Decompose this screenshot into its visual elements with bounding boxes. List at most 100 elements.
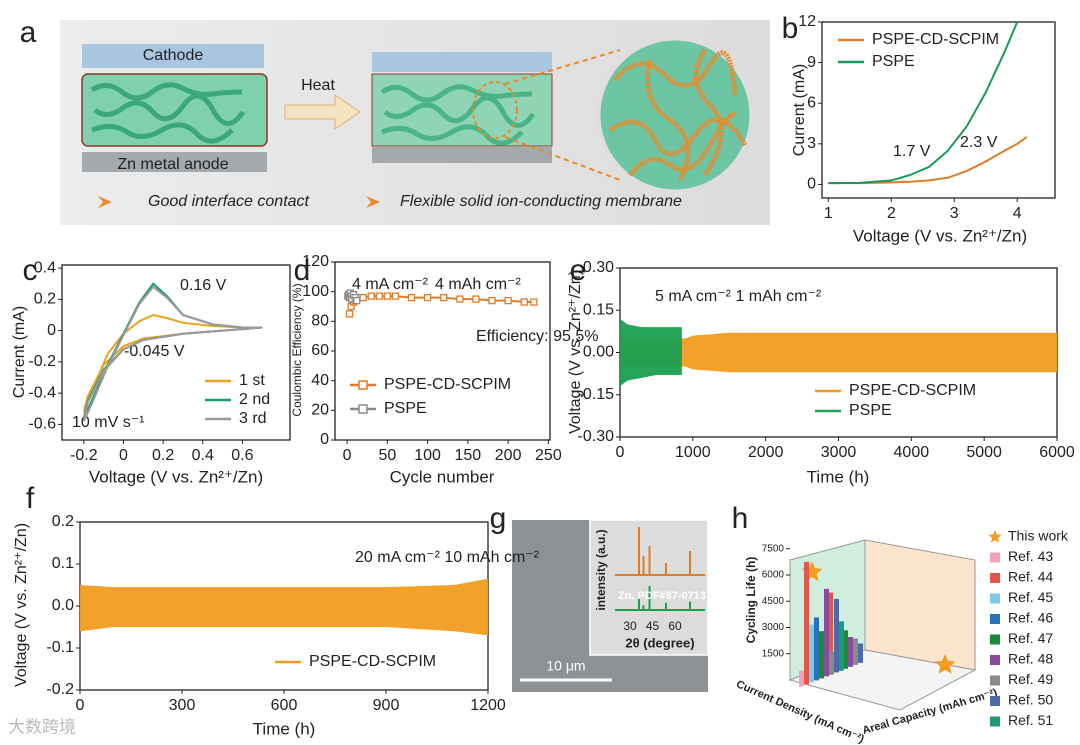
y-axis-label: Voltage (V vs. Zn²⁺/Zn) [567,270,584,434]
marker [353,296,361,305]
y-tick-label: 0.15 [583,301,614,318]
plot-frame [61,264,291,441]
y-axis-label: Current (mA) [791,64,808,156]
y-tick-label: 3 [807,135,816,152]
y-tick-label: 1500 [762,648,785,659]
marker [391,292,400,300]
legend-swatch [990,675,1000,686]
x-tick-label: 250 [535,447,562,464]
legend-label: Ref. 47 [1008,630,1053,646]
y-tick-label: 0 [47,322,56,339]
anode-label: Zn metal anode [117,156,228,173]
bar [814,617,819,681]
y-tick-label: 0.2 [34,291,56,308]
voltage-band [80,578,488,636]
zoom-line [504,136,621,181]
bar [809,624,814,683]
y-tick-label: 0 [320,431,329,448]
y-tick-label: 0.0 [52,597,74,614]
x-tick-label: 3 [950,205,959,222]
zoom-line [504,49,621,85]
legend-label: Ref. 50 [1008,692,1053,708]
x-tick-label: -0.2 [70,447,98,464]
y-tick-label: 100 [302,283,329,300]
y-tick-label: 40 [311,372,329,389]
panel-letter: c [23,254,38,287]
voltage-band [620,318,682,387]
membrane-texture [380,84,536,146]
membrane-texture [90,82,246,144]
x-axis-label: Cycle number [390,467,495,486]
annotation: 4 mA cm⁻² [352,276,429,293]
y-tick-label: 3000 [762,622,785,633]
legend-label: PSPE-CD-SCPIM [309,653,436,670]
y-tick-label: -0.30 [578,428,615,445]
bar [843,630,848,669]
x-tick-label: 2 [887,205,896,222]
legend-label: Ref. 44 [1008,569,1053,585]
legend-label: PSPE [384,400,427,417]
heat-arrow [284,94,361,130]
legend-swatch [990,552,1000,563]
panel-letter: a [20,16,37,49]
voltage-band [620,332,1057,373]
annotation: 20 mA cm⁻² 10 mAh cm⁻² [355,549,540,566]
marker [440,293,448,302]
x-axis-label: Voltage (V vs. Zn²⁺/Zn) [853,226,1027,245]
y-tick-label: -0.15 [578,386,615,403]
y-tick-label: 0.2 [52,513,74,530]
x-tick-label: 0 [119,447,128,464]
x-tick-label: 4 [1013,205,1022,222]
panel-letter: d [294,254,311,287]
star-mark [934,653,956,674]
legend-label: PSPE [849,402,892,419]
marker [520,298,528,306]
wall [864,539,976,671]
bar [828,592,833,675]
y-tick-label: 0.1 [52,555,74,572]
y-tick-label: -0.2 [46,681,74,698]
cathode-layer [82,44,264,68]
legend-label: Ref. 43 [1008,548,1053,564]
legend-label: Ref. 46 [1008,610,1053,626]
bar [853,638,858,665]
marker [407,293,416,302]
x-tick-label: 600 [271,697,298,714]
x-tick-label: 6000 [1039,444,1075,461]
y-axis-label: Voltage (V vs. Zn²⁺/Zn) [13,523,30,687]
x-tick-label: 60 [668,619,682,633]
bar [829,651,834,675]
x-axis-label: Time (h) [807,467,870,486]
marker [367,292,375,300]
legend-swatch [990,716,1000,727]
bar [839,621,844,671]
y-axis-label: intensity (a.u.) [594,529,608,610]
annotation: -0.045 V [124,343,185,360]
legend-swatch [990,655,1000,665]
ion-channel [608,48,748,182]
bar [824,588,829,677]
x-tick-label: 5000 [966,444,1002,461]
x-tick-label: 0 [76,697,85,714]
marker [472,295,480,303]
y-tick-label: 12 [798,13,816,30]
panel-letter: b [782,12,799,45]
scale-bar-label: 10 μm [546,658,585,674]
x-tick-label: 4000 [894,444,930,461]
annotation: 2.3 V [960,134,998,151]
marker [504,296,512,305]
marker [423,293,432,302]
legend-label: 1 st [239,372,265,389]
legend-label: This work [1008,528,1069,544]
legend-star [988,530,1002,543]
annotation: Efficiency: 95.5% [476,328,598,345]
legend-swatch [990,696,1000,706]
marker [530,298,538,306]
x-tick-label: 900 [373,697,400,714]
y-tick-label: 20 [311,402,329,419]
x-axis-label: Voltage (V vs. Zn²⁺/Zn) [89,467,263,486]
series-line [828,136,1028,185]
x-tick-label: 150 [455,447,482,464]
legend-marker [358,380,368,390]
legend-swatch [990,573,1000,583]
